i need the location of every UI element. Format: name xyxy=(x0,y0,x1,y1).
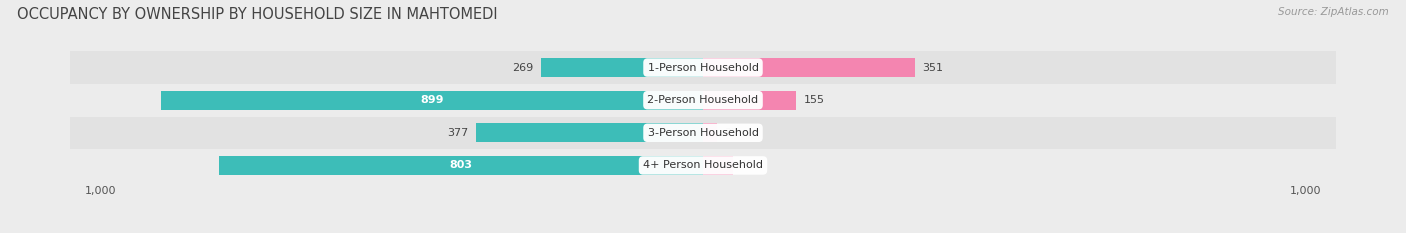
Text: 899: 899 xyxy=(420,95,444,105)
Bar xyxy=(541,58,703,77)
Bar xyxy=(70,84,1336,116)
Text: 3-Person Household: 3-Person Household xyxy=(648,128,758,138)
Bar xyxy=(70,149,1336,182)
Bar xyxy=(162,91,703,110)
Text: 269: 269 xyxy=(512,63,534,72)
Text: 377: 377 xyxy=(447,128,468,138)
Bar xyxy=(703,91,796,110)
Text: 23: 23 xyxy=(724,128,738,138)
Text: Source: ZipAtlas.com: Source: ZipAtlas.com xyxy=(1278,7,1389,17)
Text: 2-Person Household: 2-Person Household xyxy=(647,95,759,105)
Text: 803: 803 xyxy=(450,161,472,170)
Bar xyxy=(219,156,703,175)
Text: 155: 155 xyxy=(804,95,825,105)
Bar xyxy=(703,156,733,175)
Text: 1-Person Household: 1-Person Household xyxy=(648,63,758,72)
Bar xyxy=(70,116,1336,149)
Bar xyxy=(703,58,914,77)
Bar xyxy=(70,51,1336,84)
Text: 49: 49 xyxy=(740,161,754,170)
Bar xyxy=(475,123,703,142)
Bar xyxy=(703,123,717,142)
Text: OCCUPANCY BY OWNERSHIP BY HOUSEHOLD SIZE IN MAHTOMEDI: OCCUPANCY BY OWNERSHIP BY HOUSEHOLD SIZE… xyxy=(17,7,498,22)
Text: 4+ Person Household: 4+ Person Household xyxy=(643,161,763,170)
Text: 351: 351 xyxy=(922,63,943,72)
